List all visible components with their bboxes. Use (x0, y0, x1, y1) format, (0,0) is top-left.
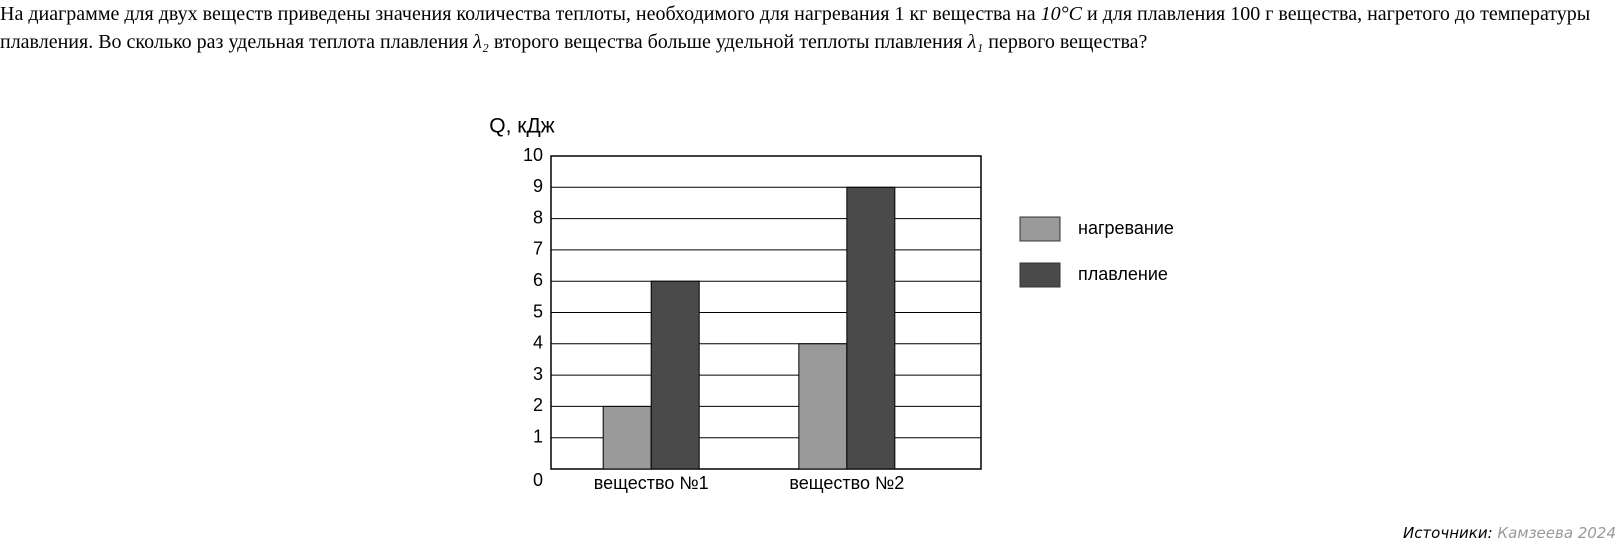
y-tick-label: 9 (533, 176, 543, 196)
y-tick-label: 0 (533, 470, 543, 490)
y-tick-label: 8 (533, 207, 543, 227)
question: На диаграмме для двух веществ приведены … (0, 0, 1600, 56)
source-text: Камзеева 2024 (1497, 524, 1616, 542)
plot-frame (550, 155, 982, 470)
y-tick-label: 2 (533, 395, 543, 415)
legend-label: нагревание (1078, 218, 1174, 238)
y-axis-label: Q, кДж (489, 115, 554, 138)
question-text: второго вещества больше удельной теплоты… (488, 31, 968, 53)
x-tick-label: вещество №1 (594, 473, 709, 493)
source-label: Источники: (1402, 524, 1493, 542)
question-text: первого вещества? (983, 31, 1148, 53)
y-tick-label: 10 (523, 145, 543, 165)
bar (798, 343, 848, 470)
math: λ₁ (967, 31, 984, 53)
bar (650, 280, 700, 470)
y-tick-label: 4 (533, 333, 543, 353)
bar (602, 405, 652, 470)
x-tick-label: вещество №2 (789, 473, 904, 493)
legend-swatch (1019, 262, 1061, 288)
y-tick-label: 7 (533, 239, 543, 259)
math: λ₂ (473, 31, 489, 53)
y-tick-label: 5 (533, 301, 543, 321)
y-tick-label: 3 (533, 364, 543, 384)
y-tick-label: 6 (533, 270, 543, 290)
question-text: и для плавления 100 г вещества, нагретог… (0, 3, 1591, 53)
legend-label: плавление (1078, 264, 1168, 284)
legend-swatch (1019, 216, 1061, 242)
math: 10°C (1040, 3, 1082, 25)
source: Источники: Камзеева 2024 (1403, 524, 1616, 542)
question-text: На диаграмме для двух веществ приведены … (0, 3, 1041, 25)
bar (846, 186, 896, 470)
y-tick-label: 1 (533, 426, 543, 446)
